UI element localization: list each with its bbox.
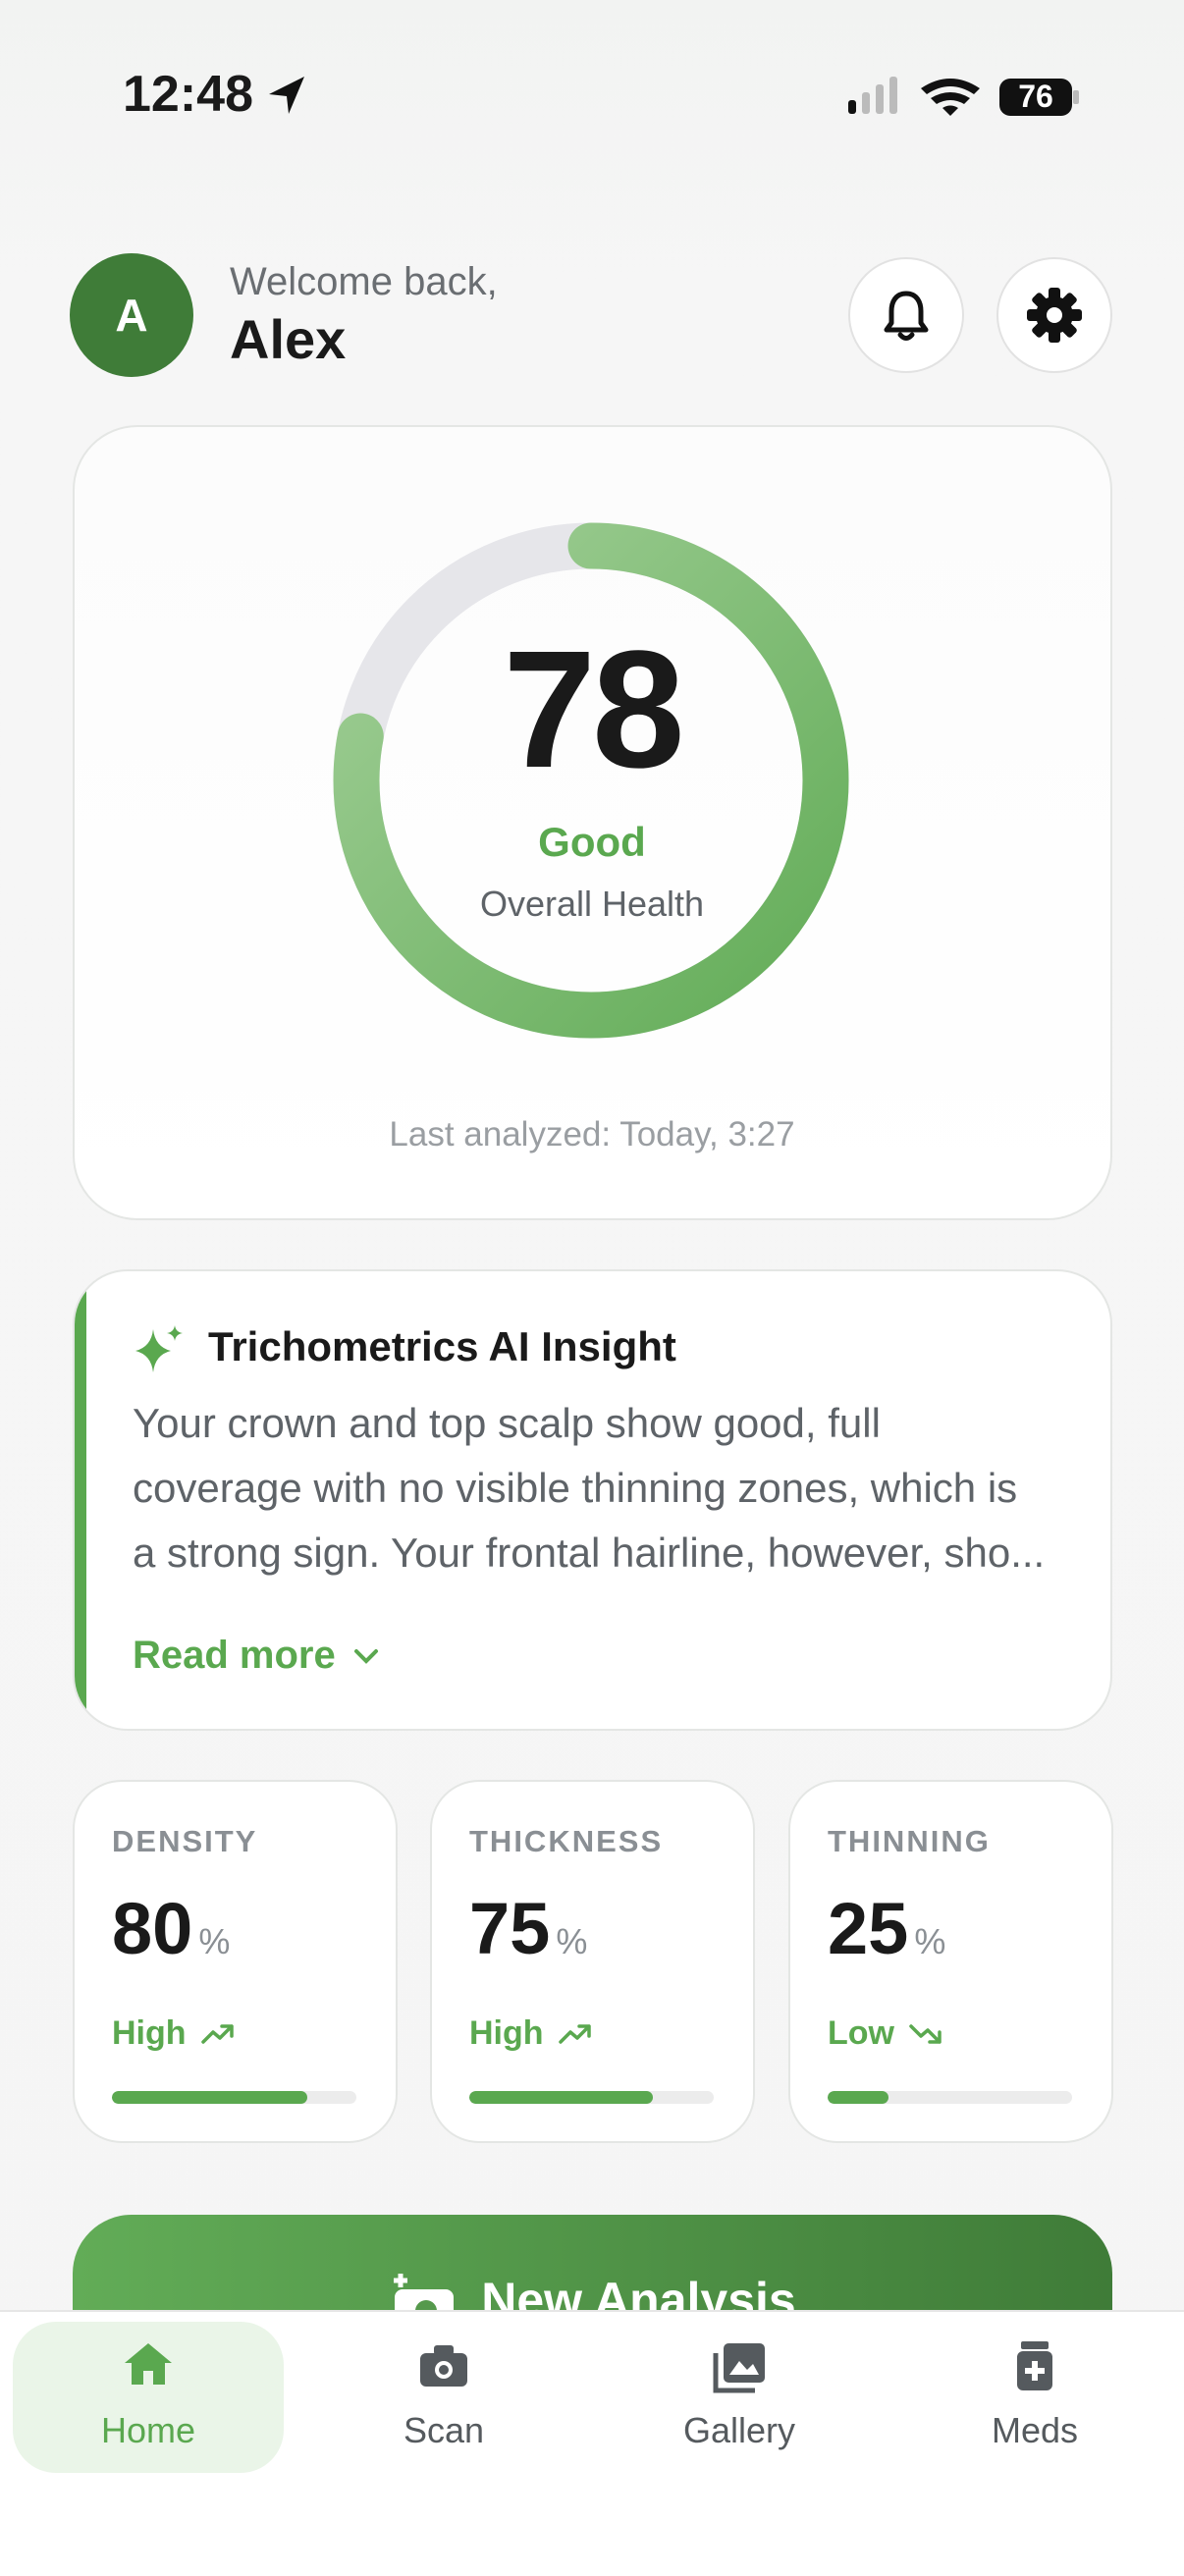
gear-icon <box>1027 288 1082 343</box>
trend-icon <box>558 2023 591 2044</box>
metric-unit: % <box>914 1921 946 1961</box>
gauge-arc <box>333 522 849 1039</box>
tab-icon <box>713 2343 765 2393</box>
metric-unit: % <box>556 1921 588 1961</box>
tab-label: Gallery <box>682 2410 796 2450</box>
metric-bar-track <box>112 2091 356 2104</box>
tab[interactable]: Gallery <box>604 2322 875 2473</box>
metric-bar <box>469 2091 653 2104</box>
tab-label: Home <box>100 2410 196 2450</box>
chevron-icon <box>353 1648 378 1664</box>
location-icon <box>269 77 304 114</box>
score-label: Overall Health <box>479 884 705 924</box>
metric-bar <box>112 2091 308 2104</box>
bell-icon <box>884 291 929 341</box>
trend-line <box>558 2023 591 2044</box>
insight-title: Trichometrics AI Insight <box>208 1323 676 1369</box>
tab[interactable]: Meds <box>899 2322 1170 2473</box>
metric-value: 80 <box>112 1888 193 1969</box>
metric-bar <box>828 2091 889 2104</box>
metric-card <box>788 1780 1113 2143</box>
trend-icon <box>200 2023 234 2044</box>
tab-icon <box>420 2345 467 2387</box>
metric-card <box>430 1780 755 2143</box>
metric-status: High <box>469 2014 544 2052</box>
greeting: Welcome back, <box>230 260 498 303</box>
status-time: 12:48 <box>123 66 253 123</box>
metric-label: THINNING <box>828 1824 991 1858</box>
tab-icon <box>1017 2341 1052 2390</box>
avatar[interactable]: A <box>70 253 193 377</box>
metric-status-row: Low <box>828 2014 943 2053</box>
score-value: 78 <box>503 617 684 803</box>
read-more-label: Read more <box>133 1634 336 1677</box>
settings-button[interactable] <box>996 257 1112 373</box>
metric-status-row: High <box>112 2014 236 2053</box>
metric-label: THICKNESS <box>469 1824 664 1858</box>
insight-line: Your crown and top scalp show good, full <box>133 1400 881 1446</box>
tab-icon <box>125 2343 172 2385</box>
user-name: Alex <box>230 308 347 370</box>
insight-line: coverage with no visible thinning zones,… <box>133 1465 1018 1511</box>
metric-status: Low <box>828 2014 894 2052</box>
trend-line <box>200 2023 234 2044</box>
trend-icon <box>909 2023 942 2044</box>
status-icons <box>848 77 1079 116</box>
insight-line: a strong sign. Your frontal hairline, ho… <box>133 1530 1046 1576</box>
tab-label: Scan <box>403 2410 485 2450</box>
metric-value: 75 <box>469 1888 551 1969</box>
metric-status-row: High <box>469 2014 593 2053</box>
tab[interactable]: Scan <box>308 2322 579 2473</box>
metric-status: High <box>112 2014 187 2052</box>
last-analyzed: Last analyzed: Today, 3:27 <box>389 1115 795 1154</box>
metric-card <box>73 1780 398 2143</box>
battery-level: 76 <box>1018 79 1053 114</box>
metric-value-row: 80% <box>112 1887 230 1970</box>
metric-unit: % <box>198 1921 231 1961</box>
trend-line <box>909 2023 942 2044</box>
metric-value-row: 25% <box>828 1887 945 1970</box>
metric-bar-track <box>469 2091 714 2104</box>
sparkle-icon <box>135 1325 183 1372</box>
score-gauge <box>333 522 849 1039</box>
tab[interactable]: Home <box>13 2322 284 2473</box>
metric-value: 25 <box>828 1888 909 1969</box>
metric-value-row: 75% <box>469 1887 587 1970</box>
metric-bar-track <box>828 2091 1072 2104</box>
insight-card <box>73 1269 1112 1731</box>
notifications-button[interactable] <box>848 257 964 373</box>
metric-label: DENSITY <box>112 1824 258 1858</box>
tab-label: Meds <box>991 2410 1079 2450</box>
score-status: Good <box>538 819 646 865</box>
read-more-button[interactable]: Read more <box>133 1634 379 1678</box>
